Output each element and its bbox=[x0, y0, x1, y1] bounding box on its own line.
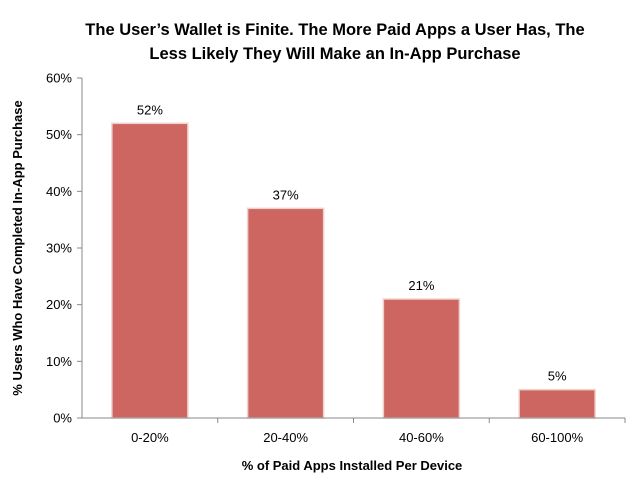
y-tick-label: 60% bbox=[46, 71, 72, 86]
bar-60-100% bbox=[518, 388, 596, 419]
x-axis-ticks: 0-20% 20-40% 40-60% 60-100% bbox=[131, 418, 626, 445]
x-axis-label: % of Paid Apps Installed Per Device bbox=[242, 458, 463, 473]
bar-series: 52% 37% 21% 5% bbox=[111, 102, 596, 419]
x-tick-label: 60-100% bbox=[531, 430, 583, 445]
bar-data-label: 52% bbox=[137, 102, 163, 117]
y-tick-label: 10% bbox=[46, 354, 72, 369]
bar-0-20% bbox=[111, 122, 189, 419]
bar-40-60% bbox=[382, 298, 461, 419]
chart-title-line-1: The User’s Wallet is Finite. The More Pa… bbox=[85, 21, 584, 39]
bar-data-label: 37% bbox=[273, 187, 299, 202]
y-axis-label: % Users Who Have Completed In-App Purcha… bbox=[10, 100, 25, 395]
y-tick-label: 30% bbox=[46, 241, 72, 256]
x-tick-label: 20-40% bbox=[263, 430, 308, 445]
y-tick-label: 40% bbox=[46, 184, 72, 199]
bar-data-label: 21% bbox=[408, 278, 434, 293]
x-tick-label: 40-60% bbox=[399, 430, 444, 445]
y-tick-label: 20% bbox=[46, 297, 72, 312]
bar-20-40% bbox=[246, 207, 325, 419]
bar-data-label: 5% bbox=[548, 369, 567, 384]
y-axis-ticks: 0% 10% 20% 30% 40% 50% 60% bbox=[46, 71, 82, 426]
x-tick-label: 0-20% bbox=[131, 430, 169, 445]
y-tick-label: 50% bbox=[46, 127, 72, 142]
y-tick-label: 0% bbox=[53, 411, 72, 426]
chart-title-line-2: Less Likely They Will Make an In-App Pur… bbox=[149, 45, 520, 63]
